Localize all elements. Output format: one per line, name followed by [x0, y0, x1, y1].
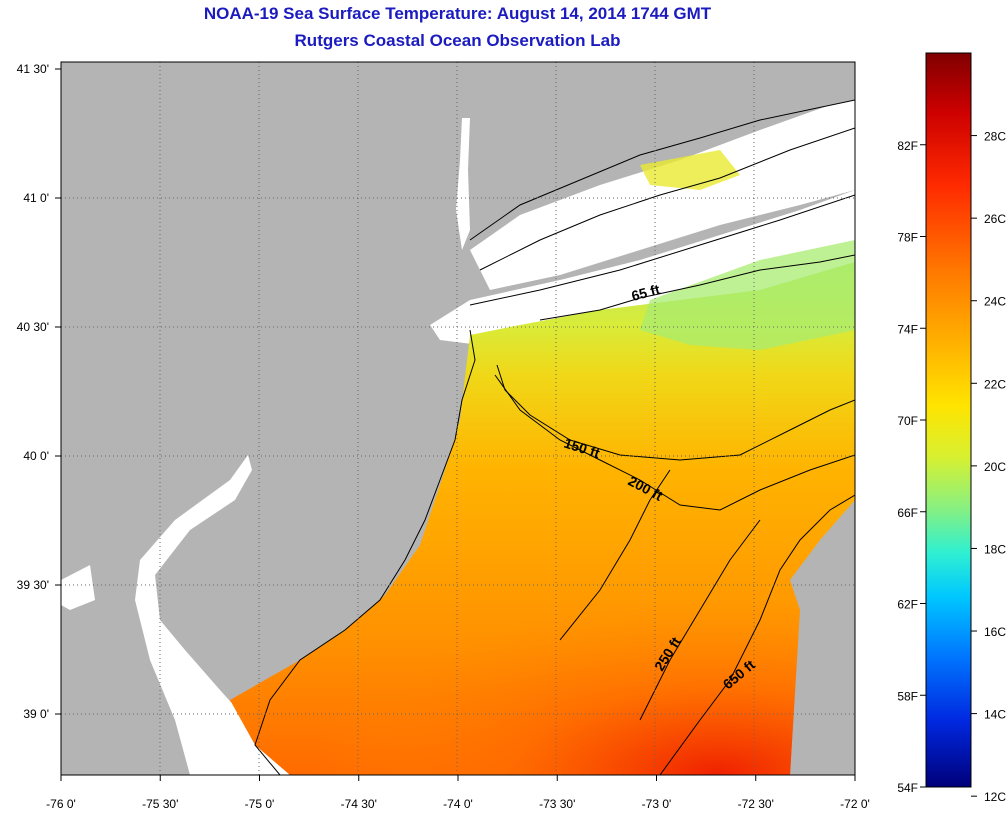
ocean-warm-core — [255, 540, 800, 775]
isobath-200ft — [494, 374, 855, 511]
x-tick-label: -75 0' — [245, 797, 275, 811]
x-tick-label: -72 0' — [840, 797, 870, 811]
x-tick-label: -75 30' — [142, 797, 178, 811]
delaware-bay-white-left — [61, 565, 95, 610]
long-island-coastline — [469, 194, 855, 306]
colorbar-celsius-ticks: 28C 26C 24C 22C 20C 18C 16C 14C 12C — [971, 130, 1006, 804]
x-tick-label: -73 30' — [539, 797, 575, 811]
nj-coastline — [254, 329, 476, 775]
sound-sst-patch — [640, 150, 740, 190]
c-tick-label: 18C — [984, 542, 1006, 556]
c-tick-label: 16C — [984, 625, 1006, 639]
y-tick-label: 40 30' — [17, 320, 49, 334]
x-axis: -76 0' -75 30' -75 0' -74 30' -74 0' -73 30' -… — [46, 775, 870, 811]
map-title: NOAA-19 Sea Surface Temperature: August … — [203, 4, 712, 23]
isobath-250ft — [559, 469, 761, 721]
x-tick-label: -74 30' — [341, 797, 377, 811]
y-axis: 41 30' 41 0' 40 30' 40 0' 39 30' 39 0' — [17, 62, 61, 721]
long-island-north-shore — [479, 127, 855, 271]
graticule — [61, 62, 855, 775]
y-tick-label: 39 0' — [23, 707, 49, 721]
c-tick-label: 26C — [984, 212, 1006, 226]
cloud-area — [430, 190, 855, 345]
c-tick-label: 28C — [984, 130, 1006, 144]
y-tick-label: 40 0' — [23, 449, 49, 463]
contour-label-65ft: 65 ft — [630, 281, 662, 304]
shelf-green-patch — [640, 240, 855, 350]
c-tick-label: 12C — [984, 790, 1006, 804]
x-tick-label: -76 0' — [46, 797, 76, 811]
x-tick-label: -72 30' — [738, 797, 774, 811]
x-tick-label: -73 0' — [642, 797, 672, 811]
f-tick-label: 54F — [897, 781, 918, 795]
c-tick-label: 24C — [984, 295, 1006, 309]
x-tick-label: -74 0' — [443, 797, 473, 811]
sst-imagery — [61, 62, 855, 775]
long-island-sound — [470, 100, 855, 290]
f-tick-label: 78F — [897, 231, 918, 245]
colorbar — [925, 52, 972, 788]
y-tick-label: 41 0' — [23, 191, 49, 205]
f-tick-label: 62F — [897, 598, 918, 612]
y-tick-label: 39 30' — [17, 578, 49, 592]
f-tick-label: 70F — [897, 414, 918, 428]
c-tick-label: 22C — [984, 377, 1006, 391]
connecticut-coastline — [469, 99, 855, 241]
f-tick-label: 82F — [897, 139, 918, 153]
colorbar-fahrenheit-ticks: 82F 78F 74F 70F 66F 62F 58F 54F — [897, 139, 926, 795]
isobath-650ft — [659, 494, 855, 775]
c-tick-label: 14C — [984, 708, 1006, 722]
map-subtitle: Rutgers Coastal Ocean Observation Lab — [294, 31, 621, 50]
isobath-150ft — [496, 364, 855, 461]
f-tick-label: 74F — [897, 322, 918, 336]
f-tick-label: 58F — [897, 689, 918, 703]
isobath-65ft — [539, 254, 855, 321]
delaware-bay-land — [135, 455, 290, 775]
hudson-river — [456, 118, 470, 250]
y-tick-label: 41 30' — [17, 62, 49, 76]
f-tick-label: 66F — [897, 506, 918, 520]
c-tick-label: 20C — [984, 460, 1006, 474]
